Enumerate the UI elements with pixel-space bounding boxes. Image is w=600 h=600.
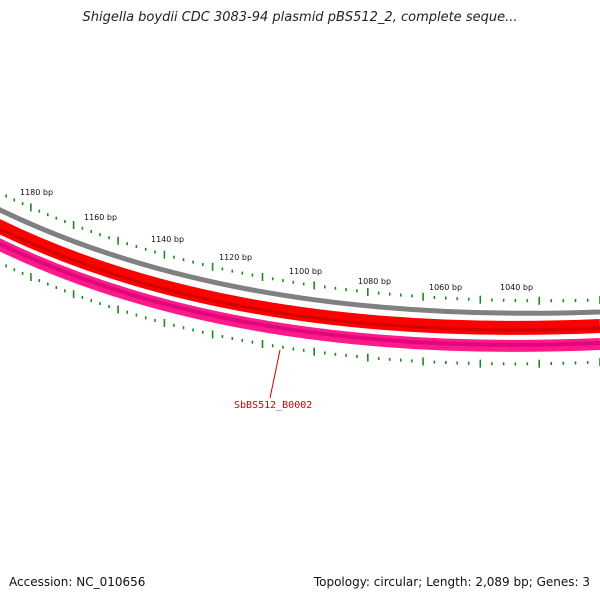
- tick-label: 1080 bp: [358, 277, 391, 286]
- outer-tick-marks: [5, 194, 600, 305]
- gene-forward-strand-edge: [0, 227, 600, 332]
- tick-label: 1100 bp: [289, 267, 322, 276]
- tick-label: 1060 bp: [429, 283, 462, 292]
- gene-label-pointer: [269, 349, 281, 399]
- inner-tick-marks: [5, 264, 600, 368]
- tick-label: 1140 bp: [151, 235, 184, 244]
- tick-label: 1120 bp: [219, 253, 252, 262]
- backbone-ring: [0, 207, 600, 316]
- tick-label: 1180 bp: [20, 188, 53, 197]
- gene-forward-strand: [0, 219, 600, 335]
- map-title: Shigella boydii CDC 3083-94 plasmid pBS5…: [82, 10, 518, 25]
- gene-reverse-strand-core: [0, 241, 600, 347]
- sequence-summary: Topology: circular; Length: 2,089 bp; Ge…: [313, 575, 590, 589]
- tick-label: 1160 bp: [84, 213, 117, 222]
- tick-label: 1040 bp: [500, 283, 533, 292]
- gene-label[interactable]: SbBS512_B0002: [234, 400, 312, 411]
- accession-label: Accession: NC_010656: [9, 575, 146, 589]
- tick-labels: 1180 bp 1160 bp 1140 bp 1120 bp 1100 bp 1080 …: [20, 188, 533, 292]
